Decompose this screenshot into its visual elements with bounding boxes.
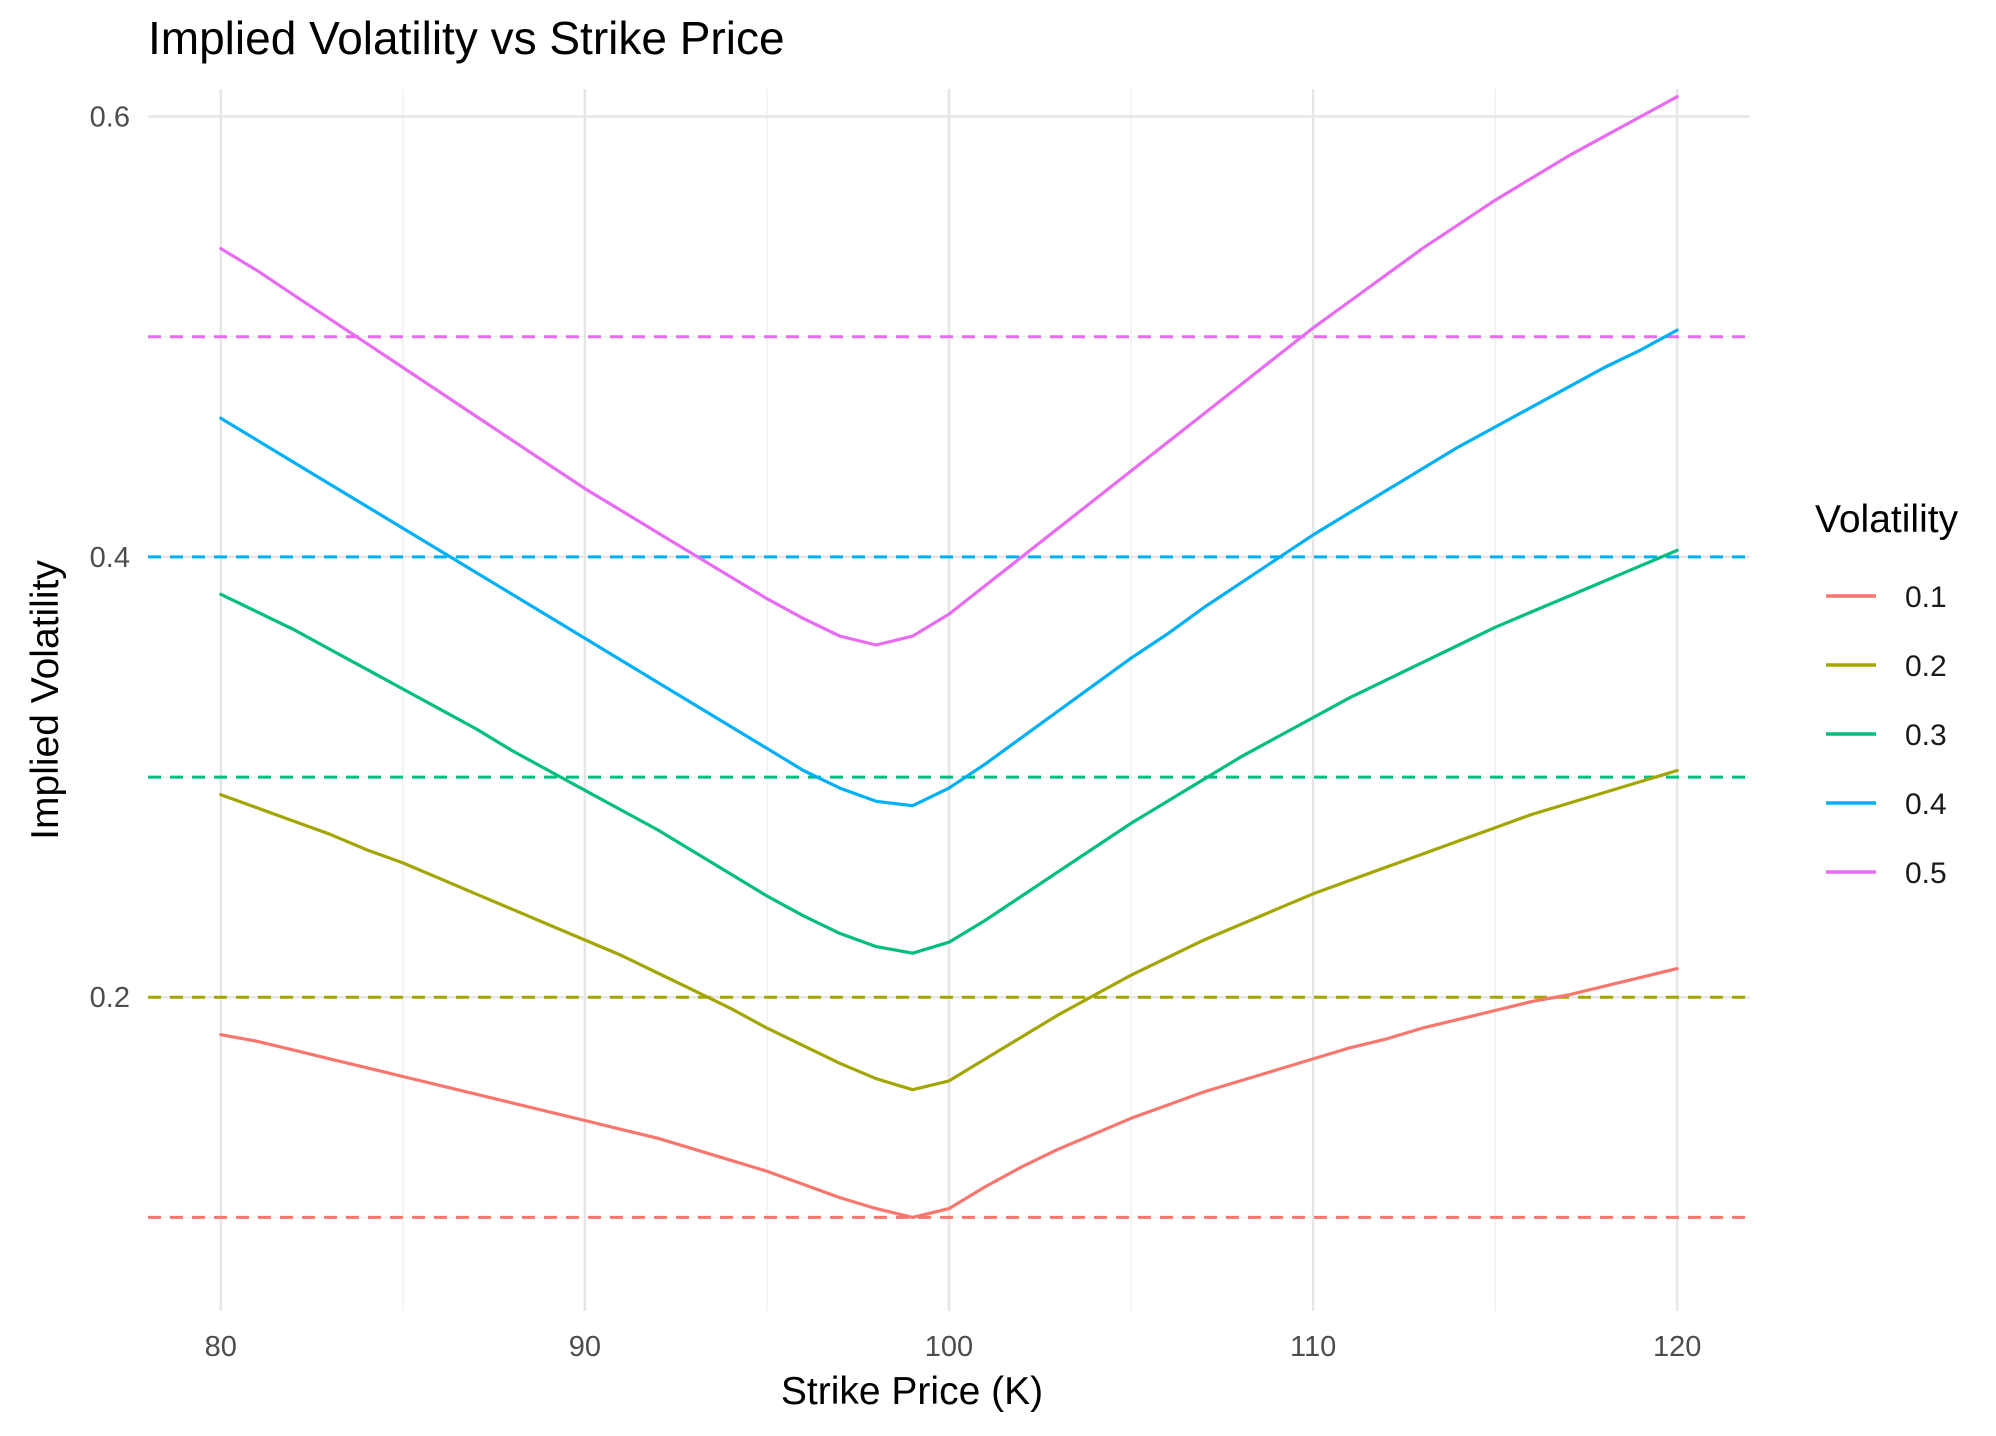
grid	[148, 89, 1750, 1311]
y-tick-label: 0.6	[90, 102, 130, 134]
legend-label-0.5: 0.5	[1905, 857, 1947, 890]
x-tick-label: 100	[925, 1331, 973, 1363]
legend-label-0.1: 0.1	[1905, 581, 1947, 614]
series-line-0.3	[219, 548, 1679, 955]
series-line-0.4	[219, 328, 1679, 808]
x-tick-label: 80	[205, 1331, 237, 1363]
legend-label-0.4: 0.4	[1905, 788, 1947, 821]
x-tick-label: 110	[1290, 1331, 1336, 1363]
reference-lines	[148, 335, 1750, 1219]
y-tick-label: 0.2	[90, 982, 130, 1014]
x-tick-label: 90	[569, 1331, 601, 1363]
series-line-0.5	[219, 95, 1679, 647]
series-lines	[219, 95, 1679, 1219]
y-tick-label: 0.4	[90, 542, 130, 574]
x-axis-ticks: 80 90 100 110 120	[205, 1331, 1702, 1363]
series-line-0.2	[219, 768, 1679, 1092]
x-tick-label: 120	[1653, 1331, 1701, 1363]
legend-items: 0.1 0.2 0.3 0.4 0.5	[1826, 581, 1947, 890]
series-line-0.1	[219, 967, 1679, 1219]
plot-area	[148, 89, 1750, 1311]
y-axis-title: Implied Volatility	[24, 560, 67, 840]
x-axis-title: Strike Price (K)	[781, 1370, 1043, 1413]
y-axis-ticks: 0.2 0.4 0.6	[90, 102, 130, 1015]
chart-title: Implied Volatility vs Strike Price	[148, 12, 785, 64]
legend-label-0.2: 0.2	[1905, 650, 1947, 683]
legend-title: Volatility	[1815, 498, 1959, 541]
legend: Volatility 0.1 0.2 0.3 0.4 0.5	[1815, 498, 1959, 890]
legend-label-0.3: 0.3	[1905, 719, 1947, 752]
